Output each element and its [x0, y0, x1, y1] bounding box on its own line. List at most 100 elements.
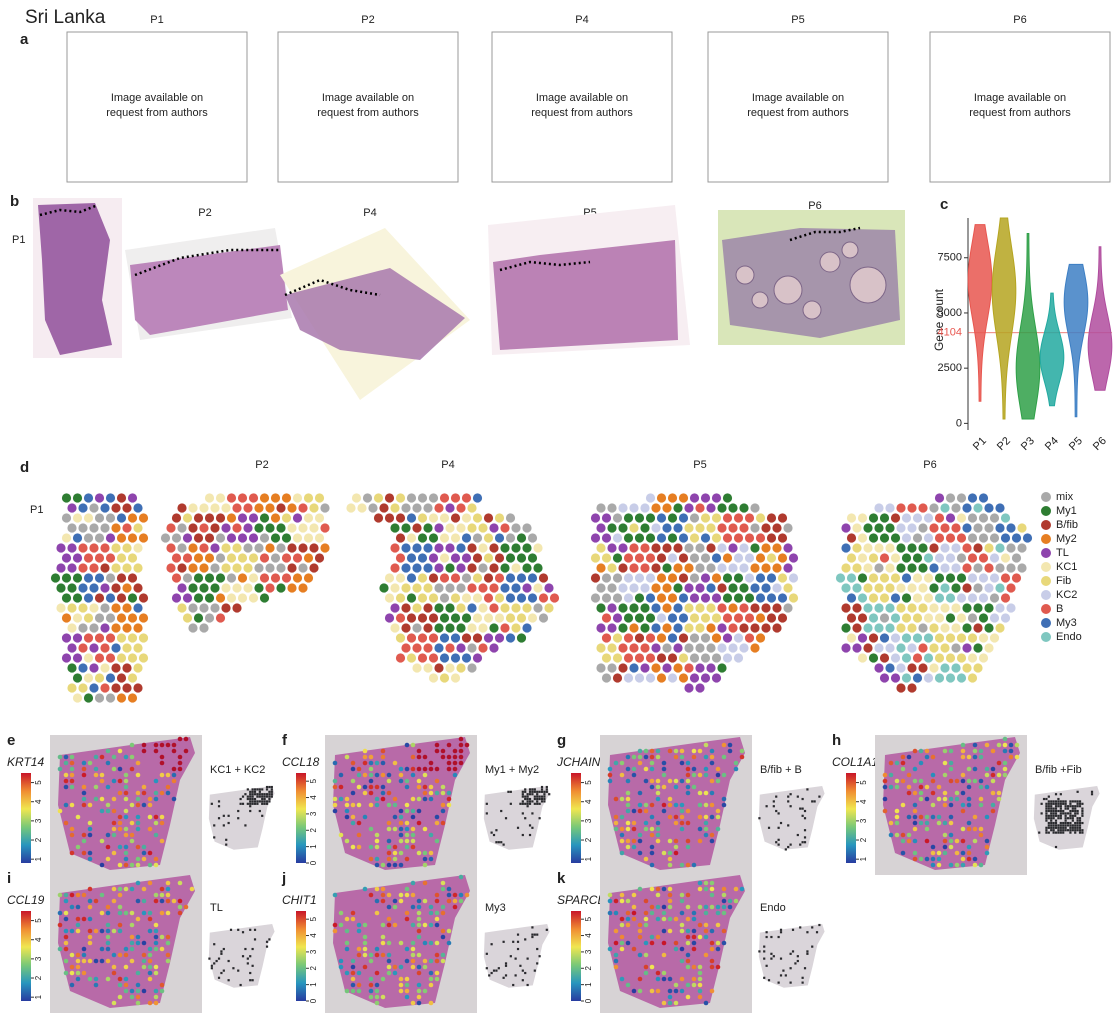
spot [929, 663, 939, 673]
expression-spot [81, 802, 87, 808]
expression-spot [135, 826, 141, 832]
expression-spot [655, 916, 661, 922]
expression-spot [123, 862, 129, 868]
expression-spot [685, 904, 691, 910]
panel-label: h [832, 732, 841, 749]
mask-spot [492, 969, 496, 972]
spot [533, 563, 543, 573]
mask-spot [1054, 802, 1058, 805]
panel-label: d [20, 459, 29, 476]
expression-spot [966, 826, 972, 832]
cell-type-label: My3 [485, 902, 506, 914]
spot [100, 643, 110, 653]
mask-spot [502, 843, 505, 846]
spot [467, 503, 477, 513]
expression-spot [428, 982, 434, 988]
expression-spot [153, 892, 159, 898]
expression-spot [362, 964, 368, 970]
spot [505, 613, 516, 623]
expression-spot [673, 946, 679, 952]
mask-spot [1045, 797, 1048, 801]
spot [511, 523, 521, 533]
expression-spot [410, 826, 416, 832]
mask-spot [270, 788, 273, 791]
expression-spot [398, 862, 404, 868]
expression-spot [996, 772, 1002, 778]
spot [706, 663, 716, 673]
expression-spot [703, 742, 709, 748]
mask-spot [1050, 809, 1053, 813]
spot [412, 583, 422, 593]
mask-spot [528, 793, 532, 796]
expression-spot [81, 892, 87, 898]
spot [700, 553, 711, 563]
spot [182, 593, 193, 603]
spot [83, 513, 94, 523]
expression-spot [625, 802, 631, 808]
spot [379, 503, 389, 513]
spot [912, 653, 923, 663]
legend-swatch [1041, 590, 1051, 600]
spot [215, 613, 226, 623]
spot [210, 523, 220, 533]
mask-spot [1050, 819, 1053, 822]
expression-spot [661, 1000, 667, 1006]
expression-spot [123, 952, 129, 958]
spot [434, 583, 444, 593]
expression-spot [380, 886, 386, 892]
mask-spot [531, 935, 534, 939]
mask-spot [509, 790, 512, 793]
spot [500, 523, 510, 533]
expression-spot [380, 994, 386, 1000]
mask-spot [246, 802, 249, 805]
expression-spot [637, 808, 643, 814]
expression-spot [392, 898, 398, 904]
expression-spot [123, 778, 129, 784]
mask-spot [1069, 800, 1072, 803]
spot [750, 603, 760, 613]
spot [929, 543, 939, 553]
expression-spot [129, 910, 135, 916]
expression-spot [368, 856, 374, 862]
spot [122, 543, 132, 553]
expression-spot [356, 784, 362, 790]
mask-spot [1069, 826, 1072, 829]
mask-spot [1057, 800, 1060, 803]
spot [511, 623, 521, 633]
mask-spot [1076, 809, 1079, 813]
expression-spot [129, 994, 135, 1000]
mask-spot [265, 945, 269, 948]
spot [879, 613, 890, 623]
expression-spot [691, 910, 697, 916]
panel-label: f [282, 732, 288, 749]
expression-spot [900, 778, 906, 784]
expression-spot [392, 964, 398, 970]
spot [390, 583, 400, 593]
spot [956, 573, 967, 583]
expression-spot [123, 946, 129, 952]
expression-spot [177, 880, 183, 886]
expression-spot [888, 760, 894, 766]
expression-spot [123, 814, 129, 820]
mask-spot [524, 971, 527, 975]
expression-spot [613, 958, 619, 964]
legend-label: My2 [1056, 533, 1077, 545]
expression-spot [87, 904, 93, 910]
spot [89, 623, 99, 633]
mask-spot [1069, 802, 1072, 805]
mask-spot [1057, 814, 1060, 817]
spot [182, 513, 193, 523]
expression-spot [703, 826, 709, 832]
mask-spot [1064, 821, 1067, 825]
spot [171, 573, 182, 583]
expression-spot [75, 976, 81, 982]
spot [472, 493, 483, 503]
expression-spot [715, 946, 721, 952]
mask-spot [521, 790, 524, 793]
spot [50, 573, 61, 583]
expression-spot [733, 886, 739, 892]
expression-spot [416, 970, 422, 976]
mask-spot [261, 802, 264, 805]
mask-spot [251, 797, 254, 801]
colorbar-tick-label: 4 [34, 799, 43, 804]
